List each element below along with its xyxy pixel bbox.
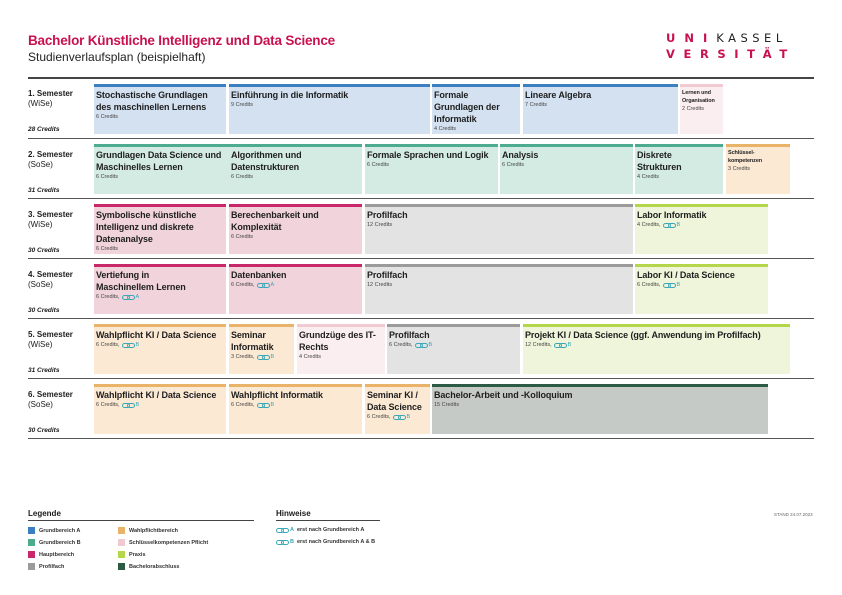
semester-2-label: 2. Semester (SoSe) <box>28 150 73 169</box>
module-wahlpflicht-ki-s6: Wahlpflicht KI / Data Science 6 Credits,… <box>94 384 226 434</box>
semester-6-credits: 30 Credits <box>28 427 60 434</box>
module-profilfach-s3: Profilfach 12 Credits <box>365 204 633 254</box>
module-wahlpflicht-ki-s5: Wahlpflicht KI / Data Science 6 Credits,… <box>94 324 226 374</box>
hint-b-icon: B <box>121 401 139 409</box>
hints-title: Hinweise <box>276 509 311 518</box>
semester-6-label: 6. Semester (SoSe) <box>28 390 73 409</box>
legend-title: Legende <box>28 509 61 518</box>
semester-divider <box>28 138 814 139</box>
semester-1-credits: 28 Credits <box>28 126 60 133</box>
module-berechenbarkeit: Berechenbarkeit und Komplexität 6 Credits <box>229 204 362 254</box>
module-datenbanken: Datenbanken 6 Credits, A <box>229 264 362 314</box>
hint-b-icon: B <box>392 413 410 421</box>
module-it-recht: Grundzüge des IT-Rechts 4 Credits <box>297 324 385 374</box>
module-labor-ki: Labor KI / Data Science 6 Credits, B <box>635 264 768 314</box>
hint-b-icon: B <box>662 221 680 229</box>
logo-uni: UNI <box>666 31 717 45</box>
semester-3-label: 3. Semester (WiSe) <box>28 210 73 229</box>
module-schluesselkompetenzen: Schlüssel-kompetenzen 3 Credits <box>726 144 790 194</box>
page-subtitle: Studienverlaufsplan (beispielhaft) <box>28 50 206 64</box>
semester-divider <box>28 438 814 439</box>
legend-item-grundbereich-b: Grundbereich B <box>28 539 81 546</box>
semester-4-label: 4. Semester (SoSe) <box>28 270 73 289</box>
module-lineare-algebra: Lineare Algebra 7 Credits <box>523 84 678 134</box>
legend-item-grundbereich-a: Grundbereich A <box>28 527 80 534</box>
hint-b-icon: B <box>553 341 571 349</box>
module-projekt-ki: Projekt KI / Data Science (ggf. Anwendun… <box>523 324 790 374</box>
legend-item-wahlpflicht: Wahlpflichtbereich <box>118 527 178 534</box>
hints-divider <box>276 520 380 521</box>
module-bachelor-arbeit: Bachelor-Arbeit und -Kolloquium 15 Credit… <box>432 384 768 434</box>
hint-a-icon: A <box>256 281 274 289</box>
module-wahlpflicht-informatik: Wahlpflicht Informatik 6 Credits, B <box>229 384 362 434</box>
hint-b-icon: B <box>256 353 274 361</box>
semester-1-label: 1. Semester (WiSe) <box>28 89 73 108</box>
module-einfuehrung-informatik: Einführung in die Informatik 9 Credits <box>229 84 430 134</box>
university-logo: UNI KASSEL VERSITÄT <box>666 31 816 61</box>
module-seminar-informatik: Seminar Informatik 3 Credits, B <box>229 324 294 374</box>
hint-b-icon: B <box>276 539 294 545</box>
legend-item-schluessel: Schlüsselkompetenzen Pflicht <box>118 539 208 546</box>
module-profilfach-s4: Profilfach 12 Credits <box>365 264 633 314</box>
module-analysis: Analysis 6 Credits <box>500 144 633 194</box>
module-formale-grundlagen: Formale Grundlagen der Informatik 4 Credi… <box>432 84 520 134</box>
legend-item-praxis: Praxis <box>118 551 146 558</box>
header-divider <box>28 77 814 79</box>
semester-5-credits: 31 Credits <box>28 367 60 374</box>
module-algorithmen-datenstrukturen: Algorithmen und Datenstrukturen 6 Credits <box>229 144 362 194</box>
module-seminar-ki: Seminar KI / Data Science 6 Credits, B <box>365 384 430 434</box>
hint-b-icon: B <box>662 281 680 289</box>
module-labor-informatik: Labor Informatik 4 Credits, B <box>635 204 768 254</box>
module-formale-sprachen-logik: Formale Sprachen und Logik 6 Credits <box>365 144 498 194</box>
page-title: Bachelor Künstliche Intelligenz und Data… <box>28 33 335 48</box>
date-stamp: STAND 24.07.2023 <box>774 512 813 517</box>
legend-item-profilfach: Profilfach <box>28 563 64 570</box>
module-profilfach-s5: Profilfach 6 Credits, B <box>387 324 520 374</box>
semester-divider <box>28 378 814 379</box>
semester-divider <box>28 318 814 319</box>
hint-a-icon: A <box>121 293 139 301</box>
hint-a-icon: A <box>276 527 294 533</box>
semester-2-credits: 31 Credits <box>28 187 60 194</box>
hint-b-icon: B <box>414 341 432 349</box>
module-stochastische-grundlagen: Stochastische Grundlagen des maschinelle… <box>94 84 226 134</box>
semester-5-label: 5. Semester (WiSe) <box>28 330 73 349</box>
semester-divider <box>28 258 814 259</box>
semester-divider <box>28 198 814 199</box>
hint-item-a: A erst nach Grundbereich A <box>276 527 364 533</box>
hint-item-b: B erst nach Grundbereich A & B <box>276 539 375 545</box>
logo-kassel: KASSEL <box>716 31 787 45</box>
semester-3-credits: 30 Credits <box>28 247 60 254</box>
logo-versitaet: VERSITÄT <box>666 47 796 61</box>
legend-divider <box>28 520 254 521</box>
module-diskrete-strukturen: Diskrete Strukturen 4 Credits <box>635 144 723 194</box>
legend-item-bachelorabschluss: Bachelorabschluss <box>118 563 179 570</box>
semester-4-credits: 30 Credits <box>28 307 60 314</box>
legend-item-hauptbereich: Hauptbereich <box>28 551 74 558</box>
module-vertiefung-ml: Vertiefung in Maschinellem Lernen 6 Cred… <box>94 264 226 314</box>
hint-b-icon: B <box>121 341 139 349</box>
module-lernen-organisation: Lernen und Organisation 2 Credits <box>680 84 723 134</box>
hint-b-icon: B <box>256 401 274 409</box>
module-symbolische-ki: Symbolische künstliche Intelligenz und d… <box>94 204 226 254</box>
